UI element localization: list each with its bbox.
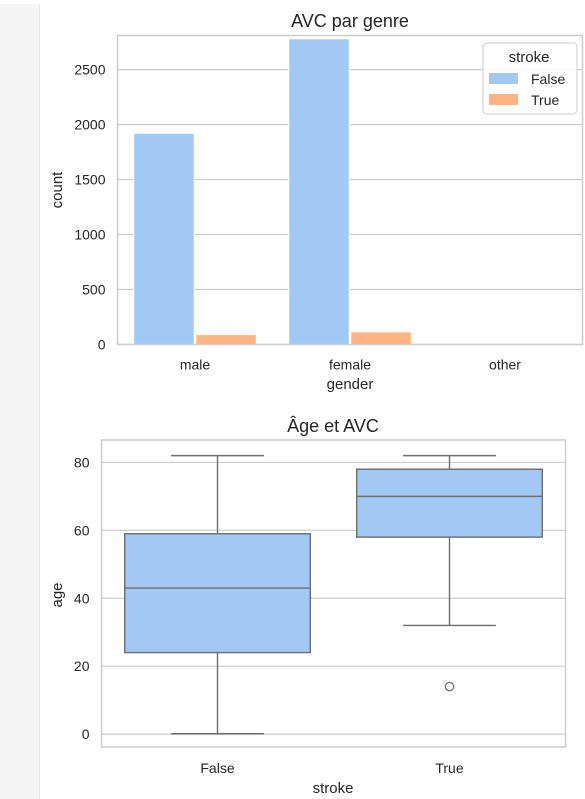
legend-swatch-false	[489, 73, 518, 84]
y-tick-label: 80	[74, 454, 90, 470]
box-True	[356, 454, 544, 692]
bar-chart-ylabel: count	[49, 171, 66, 209]
x-tick-label: True	[435, 760, 463, 776]
iqr-box	[356, 468, 544, 538]
bar-chart: AVC par genre 0 500 1000 1500 2000 2500 male f…	[49, 11, 584, 393]
bar-female-false	[288, 38, 350, 346]
legend-swatch-true	[489, 94, 518, 105]
box-chart: Âge et AVC 0 20 40 60 80 False True stroke ag…	[49, 416, 567, 797]
y-tick-label: 1500	[74, 172, 105, 188]
box-chart-title: Âge et AVC	[287, 416, 379, 436]
legend-title: stroke	[509, 49, 550, 66]
x-tick-label: other	[489, 357, 521, 373]
y-tick-label: 20	[74, 658, 90, 674]
y-tick-label: 40	[74, 590, 90, 606]
bar-chart-frame	[116, 34, 584, 346]
y-tick-label: 2000	[74, 117, 105, 133]
y-tick-label: 0	[82, 726, 90, 742]
x-tick-label: female	[329, 357, 371, 373]
legend-label-true: True	[531, 92, 559, 108]
box-chart-ylabel: age	[49, 582, 66, 607]
x-tick-label: male	[180, 357, 211, 373]
bar-chart-title: AVC par genre	[291, 11, 409, 31]
x-tick-label: False	[200, 760, 234, 776]
y-tick-label: 500	[82, 282, 106, 298]
iqr-box	[123, 533, 312, 654]
box-False	[123, 454, 312, 735]
bar-chart-xlabel: gender	[327, 376, 374, 393]
left-gutter	[0, 4, 40, 799]
y-tick-label: 1000	[74, 227, 105, 243]
bar-male-true	[195, 334, 257, 346]
bar-male-false	[133, 132, 195, 345]
bar-female-true	[350, 331, 412, 346]
y-tick-label: 2500	[74, 62, 105, 78]
y-tick-label: 60	[74, 522, 90, 538]
legend: stroke False True	[482, 42, 578, 115]
outlier-point	[444, 681, 455, 692]
y-tick-label: 0	[98, 337, 106, 353]
box-chart-xlabel: stroke	[313, 780, 354, 797]
legend-label-false: False	[531, 71, 565, 87]
box-chart-frame	[100, 439, 567, 748]
